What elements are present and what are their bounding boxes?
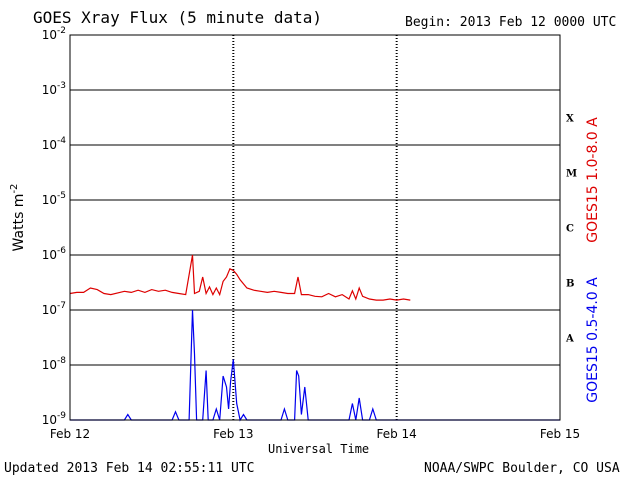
series-label-2: GOES15 0.5-4.0 A	[585, 277, 601, 403]
credit-label: NOAA/SWPC Boulder, CO USA	[424, 461, 620, 476]
series-line-2	[70, 309, 560, 422]
y-tick-label: 10-3	[42, 81, 66, 97]
flare-class-A: A	[565, 334, 574, 345]
y-tick-label: 10-2	[42, 26, 66, 42]
x-tick-labels: Feb 12 Feb 13 Feb 14 Feb 15	[50, 427, 580, 441]
grid-lines	[70, 89, 560, 366]
x-tick-label: Feb 15	[540, 427, 580, 441]
chart-title: GOES Xray Flux (5 minute data)	[33, 8, 322, 27]
x-tick-label: Feb 12	[50, 427, 90, 441]
y-tick-label: 10-5	[42, 191, 66, 207]
flare-class-M: M	[566, 169, 577, 180]
flare-class-C: C	[566, 224, 574, 235]
y-tick-labels: 10-9 10-8 10-7 10-6 10-5 10-4 10-3 10-2	[42, 26, 560, 427]
y-tick-label: 10-4	[42, 136, 67, 152]
plot-frame	[69, 34, 561, 421]
y-tick-label: 10-9	[42, 411, 67, 427]
flare-class-B: B	[566, 279, 574, 290]
updated-timestamp: Updated 2013 Feb 14 02:55:11 UTC	[4, 461, 255, 476]
series-lines	[69, 254, 560, 422]
y-axis-label-text: Watts m-2	[9, 184, 27, 252]
x-axis-label: Universal Time	[268, 442, 370, 456]
y-tick-label: 10-7	[42, 301, 66, 317]
day-divider-lines	[232, 35, 398, 420]
begin-time-label: Begin: 2013 Feb 12 0000 UTC	[405, 15, 617, 30]
x-tick-label: Feb 13	[213, 427, 253, 441]
series-line-1	[69, 254, 411, 301]
y-tick-label: 10-8	[42, 356, 67, 372]
series-label-1: GOES15 1.0-8.0 A	[585, 117, 601, 243]
x-tick-label: Feb 14	[376, 427, 416, 441]
y-tick-label: 10-6	[42, 246, 67, 262]
series-labels: GOES15 1.0-8.0 A GOES15 0.5-4.0 A	[585, 117, 601, 403]
flare-class-X: X	[566, 114, 574, 125]
y-axis-label: Watts m-2	[9, 184, 27, 252]
flare-class-labels: A B C M X	[565, 114, 577, 345]
